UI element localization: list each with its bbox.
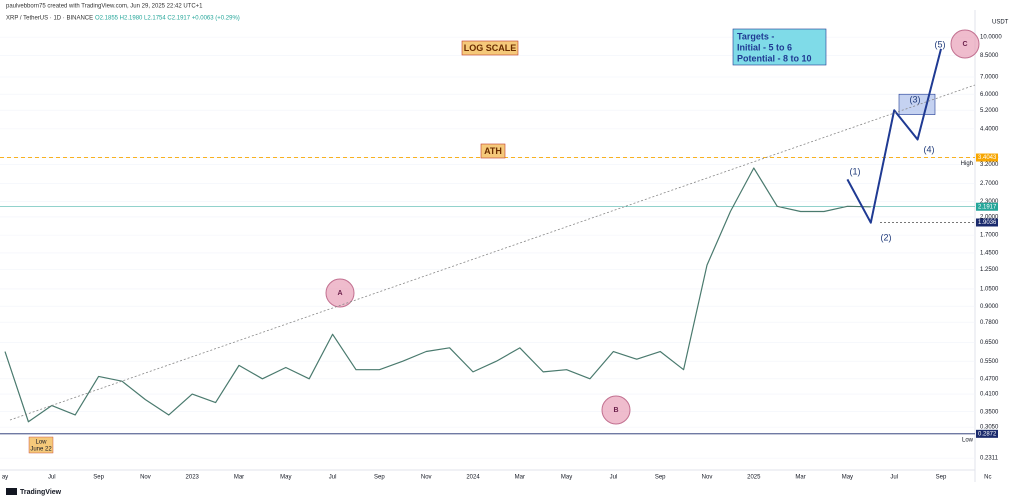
- y-tick-label: 1.2500: [980, 267, 999, 273]
- y-tick-label: 0.6500: [980, 340, 999, 346]
- x-tick-label: Mar: [234, 475, 244, 481]
- x-tick-label: Jul: [610, 475, 618, 481]
- symbol: XRP / TetherUS · 1D · BINANCE: [6, 16, 93, 22]
- low-note: June 22: [30, 447, 52, 453]
- low-note: Low: [35, 440, 47, 446]
- price-tag: [976, 429, 998, 438]
- price-tag: [976, 153, 998, 162]
- x-tick-label: Nov: [702, 475, 713, 481]
- wave-circle-label: A: [337, 290, 342, 297]
- level-name: Low: [962, 437, 974, 443]
- ath-note: ATH: [484, 146, 502, 156]
- x-tick-label: 2025: [747, 475, 761, 481]
- y-tick-label: 0.9000: [980, 304, 999, 310]
- price-line: [4, 167, 871, 423]
- x-tick-label: Jul: [329, 475, 337, 481]
- wave-circle-label: B: [613, 407, 618, 414]
- y-tick-label: 0.5500: [980, 359, 999, 365]
- y-tick-label: 3.2000: [980, 162, 999, 168]
- y-tick-label: 0.2311: [980, 456, 999, 462]
- currency: USDT: [992, 20, 1009, 26]
- x-tick-label: May: [842, 475, 853, 481]
- x-tick-label: Sep: [655, 475, 666, 481]
- wave-label: (2): [881, 232, 892, 242]
- y-tick-label: 4.4000: [980, 126, 999, 132]
- x-tick-label: Nov: [421, 475, 432, 481]
- y-tick-label: 0.3500: [980, 409, 999, 415]
- log-scale-note: LOG SCALE: [464, 43, 517, 53]
- x-tick-label: Jul: [890, 475, 898, 481]
- low-box: [28, 436, 54, 454]
- wave-circle: [325, 278, 355, 308]
- y-tick-label: 2.3000: [980, 199, 999, 205]
- logo-mark: [6, 488, 17, 495]
- x-tick-label: Sep: [374, 475, 385, 481]
- x-tick-label: Mar: [795, 475, 805, 481]
- y-tick-label: 8.5000: [980, 53, 999, 59]
- level-name: High: [961, 161, 973, 167]
- author-line: paulvebborn75 created with TradingView.c…: [6, 4, 203, 10]
- y-tick-label: 5.2000: [980, 108, 999, 114]
- footer-logo: TradingView: [20, 489, 62, 496]
- projection-line: [846, 48, 942, 224]
- x-tick-label: Nc: [984, 475, 991, 481]
- ohlc: O2.1855 H2.1980 L2.1754 C2.1917 +0.0063 …: [95, 16, 240, 22]
- x-tick-label: May: [561, 475, 572, 481]
- x-tick-label: Nov: [140, 475, 151, 481]
- y-tick-label: 1.4500: [980, 250, 999, 256]
- x-tick-label: Sep: [93, 475, 104, 481]
- y-tick-label: 7.0000: [980, 75, 999, 81]
- x-tick-label: Mar: [515, 475, 525, 481]
- targets-line: Targets -: [737, 31, 774, 41]
- y-tick-label: 2.7000: [980, 181, 999, 187]
- x-tick-label: Jul: [48, 475, 56, 481]
- y-tick-label: 1.7000: [980, 233, 999, 239]
- x-tick-label: ay: [2, 475, 8, 481]
- wave-circle: [601, 395, 631, 425]
- x-tick-label: May: [280, 475, 291, 481]
- wave-label: (3): [910, 94, 921, 104]
- x-tick-label: 2024: [466, 475, 480, 481]
- y-tick-label: 2.0000: [980, 215, 999, 221]
- price-tag: [976, 218, 998, 227]
- wave-circle-label: C: [962, 41, 967, 48]
- price-tag-label: 0.2872: [978, 431, 997, 437]
- y-tick-label: 0.7800: [980, 320, 999, 326]
- y-tick-label: 0.4700: [980, 376, 999, 382]
- log-scale-box: [461, 40, 519, 56]
- y-tick-label: 6.0000: [980, 92, 999, 98]
- wave-label: (4): [924, 144, 935, 154]
- targets-box: [732, 28, 827, 66]
- wave-label: (1): [850, 166, 861, 176]
- targets-line: Potential - 8 to 10: [737, 53, 812, 63]
- wave-label: (5): [935, 39, 946, 49]
- targets-line: Initial - 5 to 6: [737, 42, 792, 52]
- price-tag-label: 3.4043: [978, 155, 997, 161]
- ath-box: [480, 143, 506, 159]
- price-tag-label: 2.1917: [978, 204, 997, 210]
- y-tick-label: 0.4100: [980, 392, 999, 398]
- price-tag: [976, 202, 998, 211]
- y-tick-label: 10.0000: [980, 35, 1002, 41]
- x-tick-label: 2023: [186, 475, 200, 481]
- price-tag-label: 1.9036: [978, 220, 997, 226]
- wave-circle: [950, 29, 980, 59]
- y-tick-label: 0.3050: [980, 425, 999, 431]
- x-tick-label: Sep: [936, 475, 947, 481]
- y-tick-label: 1.0500: [980, 287, 999, 293]
